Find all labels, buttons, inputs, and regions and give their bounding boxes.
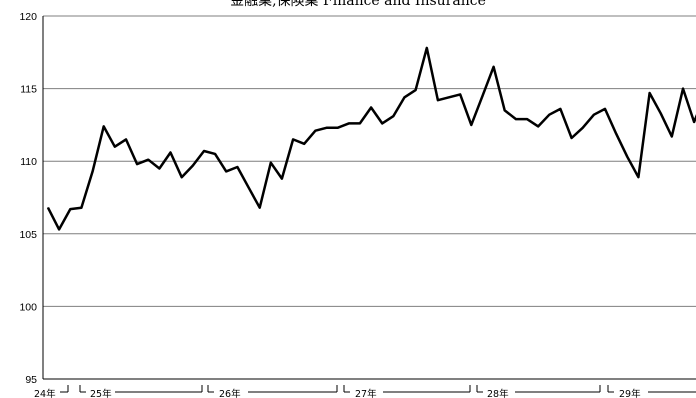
data-point <box>682 88 684 90</box>
x-year-label: 25年 <box>90 388 112 398</box>
y-tick-label: 120 <box>19 11 37 23</box>
data-point <box>103 125 105 127</box>
data-point <box>314 130 316 132</box>
data-point <box>637 176 640 178</box>
series-group <box>46 46 696 231</box>
data-point <box>593 114 595 116</box>
data-point <box>548 114 550 116</box>
data-point <box>247 186 250 188</box>
data-point <box>615 133 617 135</box>
data-point <box>281 178 283 180</box>
data-point <box>203 150 205 152</box>
data-point <box>337 127 339 129</box>
data-point <box>114 146 116 148</box>
x-year-label: 24年 <box>34 388 56 398</box>
data-point <box>136 163 138 165</box>
data-point <box>225 170 227 172</box>
series-line <box>46 46 696 231</box>
data-point <box>325 127 328 129</box>
data-point <box>437 99 439 101</box>
y-tick-label: 110 <box>20 156 37 168</box>
data-point <box>80 207 82 209</box>
data-point <box>359 122 361 124</box>
y-axis-ticks: 95 100 105 110 115 120 <box>19 11 37 386</box>
axes <box>42 16 696 380</box>
x-year-label: 27年 <box>355 388 377 398</box>
data-point <box>515 118 517 120</box>
data-point <box>370 106 372 109</box>
data-point <box>181 176 183 178</box>
data-point <box>92 170 94 172</box>
y-tick-label: 105 <box>19 229 37 241</box>
data-point <box>481 95 484 97</box>
data-point <box>192 165 194 167</box>
y-tick-label: 100 <box>19 301 37 313</box>
data-point <box>125 138 127 140</box>
data-point <box>448 96 450 98</box>
data-point <box>660 112 662 114</box>
data-point <box>626 156 628 158</box>
data-point <box>303 143 305 145</box>
data-point <box>392 115 394 117</box>
data-point <box>214 153 216 155</box>
data-point <box>381 122 383 124</box>
gridlines <box>43 15 696 307</box>
y-tick-label: 115 <box>20 84 37 96</box>
data-point <box>158 167 160 170</box>
y-tick-label: 95 <box>25 374 37 386</box>
data-point <box>470 124 472 126</box>
data-point <box>169 151 172 154</box>
x-year-label: 26年 <box>219 388 241 398</box>
data-point <box>270 162 272 164</box>
data-point <box>292 138 294 140</box>
data-point <box>526 118 528 120</box>
data-point <box>582 127 584 129</box>
data-point <box>649 92 651 94</box>
data-point <box>571 137 573 139</box>
data-point <box>259 207 261 209</box>
data-point <box>348 122 350 124</box>
data-point <box>493 66 495 68</box>
data-point <box>671 135 673 138</box>
data-point <box>415 89 417 91</box>
data-point <box>559 108 562 110</box>
data-point <box>426 47 428 49</box>
x-axis-year-markers: 24年 25年 26年 27年 28年 29年 <box>34 385 696 398</box>
data-point <box>537 125 539 127</box>
data-point <box>236 166 238 168</box>
data-point <box>693 121 695 123</box>
data-point <box>504 109 506 111</box>
data-point <box>58 228 60 230</box>
x-year-label: 29年 <box>619 388 641 398</box>
data-point <box>604 108 606 110</box>
data-point <box>69 208 71 210</box>
chart-title: 金融業,保険業 Finance and Insurance <box>230 0 486 9</box>
data-point <box>47 207 49 209</box>
data-point <box>403 96 406 98</box>
x-year-label: 28年 <box>487 388 509 398</box>
data-point <box>459 93 461 95</box>
data-point <box>147 159 149 161</box>
